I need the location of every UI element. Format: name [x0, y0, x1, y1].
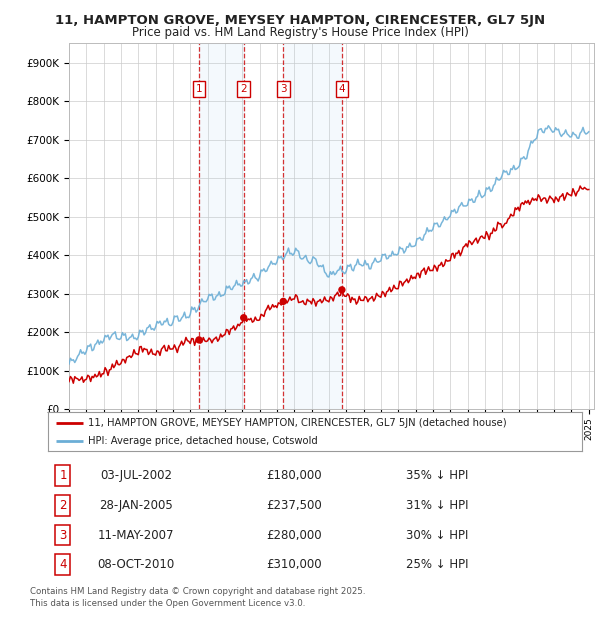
- Text: 1: 1: [59, 469, 67, 482]
- Text: £237,500: £237,500: [266, 499, 322, 512]
- Text: 11, HAMPTON GROVE, MEYSEY HAMPTON, CIRENCESTER, GL7 5JN (detached house): 11, HAMPTON GROVE, MEYSEY HAMPTON, CIREN…: [88, 418, 506, 428]
- Text: 11-MAY-2007: 11-MAY-2007: [98, 528, 175, 541]
- Text: 2: 2: [59, 499, 67, 512]
- Text: 03-JUL-2002: 03-JUL-2002: [100, 469, 172, 482]
- Text: 4: 4: [59, 558, 67, 571]
- Text: 2: 2: [241, 84, 247, 94]
- Text: Contains HM Land Registry data © Crown copyright and database right 2025.: Contains HM Land Registry data © Crown c…: [30, 587, 365, 596]
- Text: 1: 1: [196, 84, 202, 94]
- Text: 08-OCT-2010: 08-OCT-2010: [97, 558, 175, 571]
- Text: 30% ↓ HPI: 30% ↓ HPI: [406, 528, 468, 541]
- Text: £280,000: £280,000: [266, 528, 322, 541]
- Text: 31% ↓ HPI: 31% ↓ HPI: [406, 499, 468, 512]
- Text: This data is licensed under the Open Government Licence v3.0.: This data is licensed under the Open Gov…: [30, 599, 305, 608]
- Text: Price paid vs. HM Land Registry's House Price Index (HPI): Price paid vs. HM Land Registry's House …: [131, 26, 469, 39]
- Point: [278, 296, 288, 306]
- Text: £310,000: £310,000: [266, 558, 322, 571]
- Text: 3: 3: [59, 528, 67, 541]
- Point: [194, 335, 204, 345]
- Point: [337, 285, 347, 294]
- Text: 28-JAN-2005: 28-JAN-2005: [99, 499, 173, 512]
- Text: HPI: Average price, detached house, Cotswold: HPI: Average price, detached house, Cots…: [88, 436, 318, 446]
- Text: 35% ↓ HPI: 35% ↓ HPI: [406, 469, 468, 482]
- Text: 3: 3: [280, 84, 287, 94]
- Point: [239, 312, 248, 322]
- Text: £180,000: £180,000: [266, 469, 322, 482]
- Text: 25% ↓ HPI: 25% ↓ HPI: [406, 558, 468, 571]
- Bar: [199, 43, 244, 409]
- Text: 4: 4: [338, 84, 345, 94]
- Bar: [283, 43, 342, 409]
- Text: 11, HAMPTON GROVE, MEYSEY HAMPTON, CIRENCESTER, GL7 5JN: 11, HAMPTON GROVE, MEYSEY HAMPTON, CIREN…: [55, 14, 545, 27]
